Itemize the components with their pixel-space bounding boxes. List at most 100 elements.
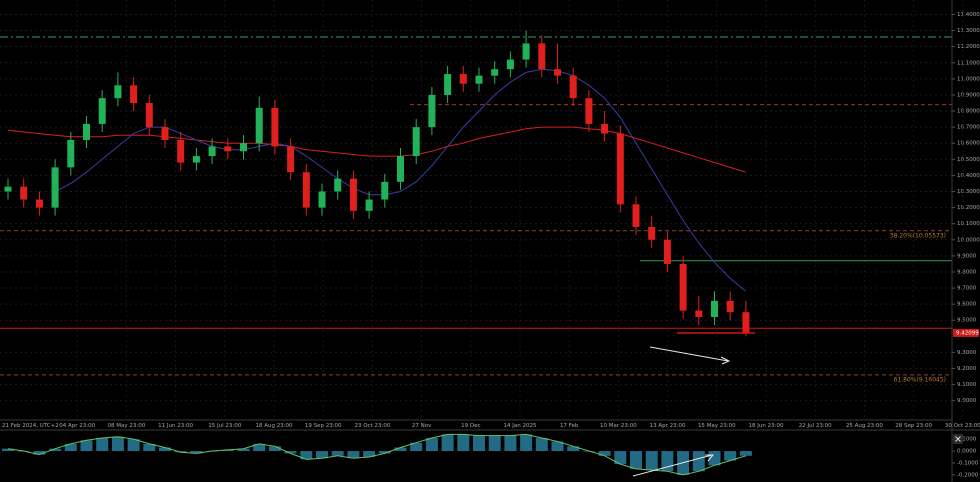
candle-body xyxy=(632,204,640,227)
y-tick-label: 11.0000 xyxy=(957,76,980,82)
close-button[interactable] xyxy=(953,434,963,444)
y-tick-label: 10.6000 xyxy=(957,141,980,147)
histogram-bar xyxy=(410,442,423,452)
indicator-tick-label: 0.1000 xyxy=(957,437,977,443)
divergence-arrow xyxy=(632,346,731,477)
histogram-bar xyxy=(645,451,658,471)
y-tick-label: 9.2000 xyxy=(957,366,977,372)
y-tick-label: 10.3000 xyxy=(957,189,980,195)
candle-body xyxy=(412,127,420,157)
y-tick-label: 9.8000 xyxy=(957,269,977,275)
histogram-bar xyxy=(363,451,376,457)
y-tick-label: 10.4000 xyxy=(957,173,980,179)
candle-body xyxy=(648,226,656,240)
histogram-bar xyxy=(64,443,77,452)
candle-body xyxy=(98,98,106,124)
candle-body xyxy=(475,75,483,84)
x-tick-label: 10 Mar 23:00 xyxy=(600,423,637,429)
candle-body xyxy=(20,186,28,200)
histogram-bar xyxy=(284,451,297,454)
candle-body xyxy=(569,75,577,99)
histogram-bar xyxy=(692,451,705,472)
candle-body xyxy=(444,74,452,95)
candle-body xyxy=(114,85,122,99)
x-tick-label: 14 Jan 2025 xyxy=(504,423,537,429)
x-tick-label: 15 Jul 23:00 xyxy=(208,423,241,429)
candle-body xyxy=(318,191,326,208)
x-tick-label: 13 Apr 23:00 xyxy=(650,423,686,429)
y-tick-label: 11.3000 xyxy=(957,28,980,34)
candle-body xyxy=(522,43,530,60)
histogram-bar xyxy=(598,451,611,456)
candle-body xyxy=(271,107,279,147)
histogram-bar xyxy=(724,451,737,461)
candle-body xyxy=(711,300,718,318)
histogram-bar xyxy=(237,448,250,452)
y-tick-label: 9.3000 xyxy=(957,350,977,356)
histogram-bar xyxy=(457,434,470,452)
y-tick-label: 10.2000 xyxy=(957,205,980,211)
candle-body xyxy=(616,133,624,205)
x-tick-label: 19 Sep 23:00 xyxy=(305,423,342,429)
candle-body xyxy=(365,199,373,211)
candle-body xyxy=(302,172,310,208)
histogram-bar xyxy=(488,435,501,452)
histogram-bar xyxy=(331,451,344,456)
histogram-bar xyxy=(316,451,328,459)
x-tick-label: 04 Apr 23:00 xyxy=(59,423,95,429)
histogram-bar xyxy=(504,435,517,452)
histogram-bar xyxy=(347,451,360,459)
x-tick-label: 11 Jun 23:00 xyxy=(158,423,193,429)
candle-body xyxy=(192,156,200,163)
x-tick-label: 27 Nov xyxy=(412,423,432,429)
histogram-bar xyxy=(441,434,454,452)
x-tick-label: 18 Jun 23:00 xyxy=(749,423,784,429)
candle-body xyxy=(538,43,546,70)
y-tick-label: 9.9000 xyxy=(957,253,977,259)
indicator-tick-label: -0.1000 xyxy=(957,460,979,466)
y-tick-label: 9.5000 xyxy=(957,318,977,324)
candle-body xyxy=(287,146,295,173)
histogram-bar xyxy=(253,443,266,452)
candle-body xyxy=(67,140,75,168)
moving-average xyxy=(54,68,747,292)
candle-body xyxy=(177,140,185,163)
candle-body xyxy=(695,310,703,318)
candle-body xyxy=(51,167,59,208)
y-tick-label: 11.4000 xyxy=(957,12,980,18)
histogram-bar xyxy=(520,434,533,452)
candle-body xyxy=(679,263,687,311)
histogram-bar xyxy=(143,443,156,452)
candle-body xyxy=(4,186,12,192)
candle-body xyxy=(161,127,169,140)
candle-body xyxy=(554,69,561,76)
candle-body xyxy=(130,85,138,103)
histogram-bar xyxy=(127,439,140,452)
candle-body xyxy=(585,98,593,124)
y-tick-label: 9.6000 xyxy=(957,302,977,308)
candle-body xyxy=(742,312,750,334)
x-tick-label: 19 Dec xyxy=(461,423,480,429)
histogram-bar xyxy=(49,448,62,452)
candle-body xyxy=(506,59,514,70)
x-tick-label: 22 Jul 23:00 xyxy=(799,423,832,429)
y-tick-label: 10.8000 xyxy=(957,109,980,115)
x-tick-label: 23 Oct 23:00 xyxy=(354,423,390,429)
histogram-bar xyxy=(80,440,93,452)
candle-body xyxy=(397,156,404,182)
histogram-bar xyxy=(96,437,109,452)
y-tick-label: 11.1000 xyxy=(957,60,980,66)
candle-body xyxy=(459,74,467,84)
candle-body xyxy=(726,300,734,313)
histogram-bar xyxy=(111,436,124,452)
candle-body xyxy=(428,94,436,128)
level-label: 61.80%(9.16045) xyxy=(894,376,946,383)
candle-body xyxy=(349,178,357,211)
indicator-tick-label: 0.0000 xyxy=(957,449,977,455)
y-tick-label: 9.1000 xyxy=(957,382,977,388)
y-tick-label: 9.7000 xyxy=(957,286,977,292)
y-tick-label: 11.2000 xyxy=(957,44,980,50)
